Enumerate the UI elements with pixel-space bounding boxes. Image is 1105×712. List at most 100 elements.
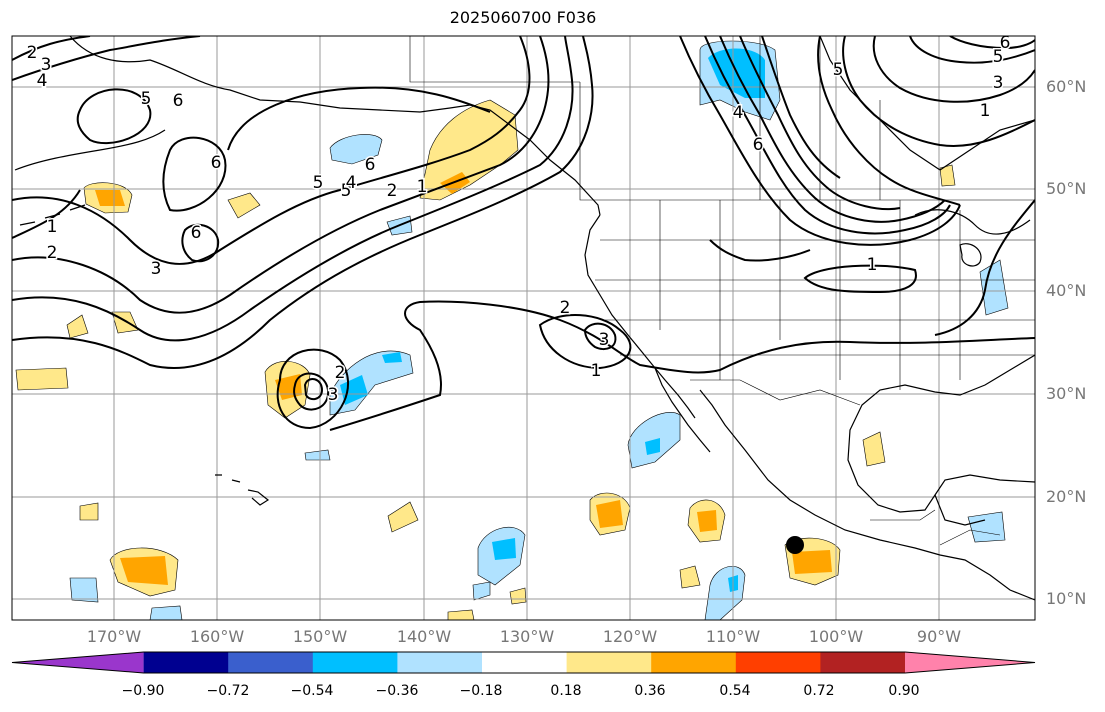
negative-anomaly-region — [979, 259, 1009, 316]
colorbar-extend-min — [12, 652, 144, 673]
contour-label: 4 — [37, 71, 48, 91]
lon-label: 130°W — [499, 627, 555, 646]
negative-anomaly-region — [304, 449, 331, 461]
colorbar-segment — [228, 652, 314, 673]
negative-anomaly-core — [340, 375, 368, 405]
colorbar-tick-label: 0.72 — [803, 683, 835, 699]
positive-anomaly-region — [387, 501, 419, 533]
contour-label: 2 — [27, 43, 38, 63]
positive-anomaly-region — [66, 314, 89, 339]
lon-label: 150°W — [292, 627, 348, 646]
contour-label: 3 — [41, 55, 52, 75]
colorbar-segment — [820, 652, 906, 673]
colorbar-segment — [651, 652, 737, 673]
positive-anomaly-core — [95, 190, 125, 206]
positive-anomaly-region — [939, 164, 956, 187]
negative-anomaly-region — [704, 566, 746, 620]
anomaly-fills — [15, 40, 1009, 620]
contour-label: 6 — [173, 91, 184, 111]
positive-anomaly-region — [509, 587, 527, 605]
colorbar-tick-label: 0.90 — [888, 683, 920, 699]
contour-label: 6 — [191, 223, 202, 243]
negative-anomaly-region — [472, 581, 491, 601]
lat-label: 50°N — [1046, 179, 1087, 198]
negative-anomaly-region — [149, 605, 183, 620]
lon-label: 160°W — [189, 627, 245, 646]
lon-label: 140°W — [396, 627, 452, 646]
contour-lines — [12, 36, 1035, 431]
lat-label: 30°N — [1046, 384, 1087, 403]
contour-label: 1 — [417, 177, 428, 197]
negative-anomaly-region — [967, 511, 1006, 543]
colorbar-segment — [735, 652, 821, 673]
contour-label: 6 — [211, 153, 222, 173]
positive-anomaly-core — [120, 556, 168, 585]
contour-label: 2 — [560, 298, 571, 318]
positive-anomaly-core — [596, 500, 623, 528]
colorbar-tick-label: −0.36 — [375, 683, 419, 699]
lon-label: 90°W — [916, 627, 962, 646]
negative-anomaly-core — [492, 538, 516, 560]
contour-label: 3 — [993, 73, 1004, 93]
lat-label: 10°N — [1046, 589, 1087, 608]
colorbar-outline — [11, 651, 1036, 674]
contour-label: 6 — [1000, 33, 1011, 53]
contour-label: 4 — [733, 103, 744, 123]
colorbar-tick-label: −0.18 — [459, 683, 503, 699]
positive-anomaly-region — [447, 609, 475, 620]
positive-anomaly-region — [679, 565, 701, 589]
location-marker — [786, 536, 804, 554]
colorbar-tick-label: −0.54 — [290, 683, 334, 699]
negative-anomaly-core — [382, 352, 402, 363]
coastlines — [14, 36, 1035, 601]
positive-anomaly-region — [227, 192, 261, 219]
colorbar-tick-label: −0.90 — [121, 683, 165, 699]
colorbar-segment — [566, 652, 652, 673]
contour-label: 3 — [328, 385, 339, 405]
contour-label: 1 — [980, 101, 991, 121]
state-borders — [409, 36, 1035, 546]
positive-anomaly-core — [697, 510, 717, 532]
lon-label: 100°W — [808, 627, 864, 646]
lon-label: 110°W — [705, 627, 761, 646]
contour-label: 2 — [47, 243, 58, 263]
contour-label: 1 — [47, 217, 58, 237]
positive-anomaly-region — [79, 502, 99, 521]
contour-label: 2 — [335, 363, 346, 383]
contour-label: 2 — [387, 181, 398, 201]
contour-label: 3 — [599, 330, 610, 350]
colorbar-segment — [482, 652, 568, 673]
lon-label: 170°W — [86, 627, 142, 646]
contour-label: 5 — [993, 47, 1004, 67]
map-title: 2025060700 F036 — [449, 8, 597, 27]
colorbar-segment — [397, 652, 483, 673]
contour-label: 3 — [151, 259, 162, 279]
lon-label: 120°W — [602, 627, 658, 646]
positive-anomaly-region — [862, 431, 886, 467]
contour-label: 5 — [141, 89, 152, 109]
gridlines — [12, 36, 1035, 620]
contour-label: 5 — [833, 60, 844, 80]
map-frame — [11, 35, 1036, 621]
colorbar-segment — [312, 652, 398, 673]
colorbar-segment — [143, 652, 229, 673]
colorbar-tick-label: 0.18 — [550, 683, 582, 699]
lat-label: 20°N — [1046, 487, 1087, 506]
positive-anomaly-core — [792, 550, 832, 574]
negative-anomaly-region — [69, 577, 99, 603]
negative-anomaly-core — [645, 438, 660, 455]
contour-label: 5 — [341, 181, 352, 201]
lat-label: 60°N — [1046, 77, 1087, 96]
colorbar-tick-label: −0.72 — [206, 683, 250, 699]
colorbar-tick-label: 0.36 — [634, 683, 666, 699]
contour-label: 1 — [867, 255, 878, 275]
negative-anomaly-region — [329, 134, 383, 165]
lat-label: 40°N — [1046, 281, 1087, 300]
colorbar-tick-label: 0.54 — [719, 683, 751, 699]
colorbar — [11, 651, 1036, 674]
contour-label: 1 — [591, 361, 602, 381]
colorbar-extend-max — [905, 652, 1035, 673]
positive-anomaly-region — [15, 367, 69, 391]
